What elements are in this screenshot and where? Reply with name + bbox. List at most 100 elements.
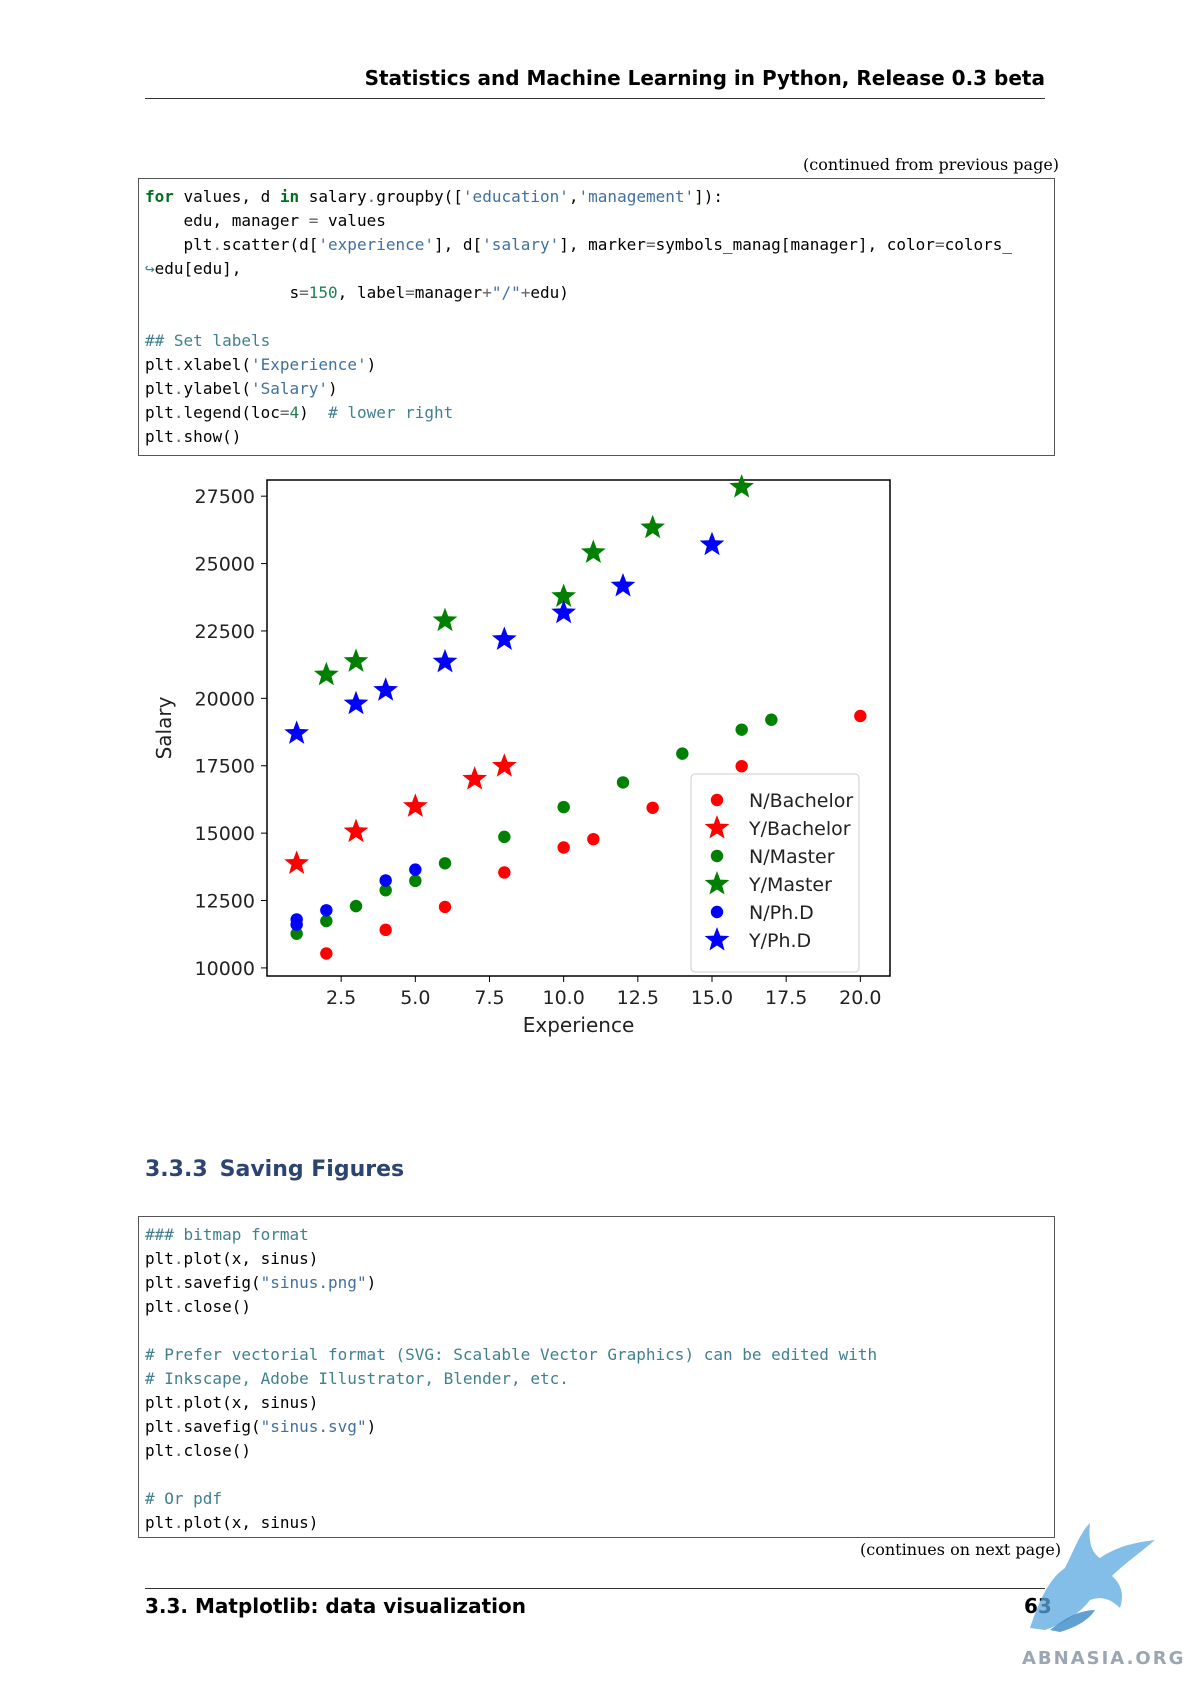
header-rule: [145, 98, 1045, 99]
code-line: plt.savefig("sinus.svg"): [145, 1417, 377, 1436]
y-tick-label: 10000: [195, 958, 255, 980]
legend-marker: [710, 849, 724, 863]
footer-rule: [145, 1588, 1045, 1589]
x-tick-label: 15.0: [691, 987, 733, 1009]
data-point: [616, 776, 630, 789]
data-point: [676, 747, 689, 760]
data-point: [610, 572, 636, 597]
code-listing: for values, d in salary.groupby(['educat…: [145, 185, 1054, 449]
legend-label: N/Bachelor: [749, 790, 853, 812]
data-point: [551, 599, 577, 624]
x-tick-label: 20.0: [839, 987, 881, 1009]
code-line: ↪edu[edu],: [145, 259, 242, 278]
data-point: [699, 531, 725, 556]
code-line: ### bitmap format: [145, 1225, 309, 1244]
data-point: [290, 927, 303, 940]
code-line: # Prefer vectorial format (SVG: Scalable…: [145, 1345, 878, 1364]
data-point: [379, 883, 392, 897]
data-point: [729, 474, 755, 498]
legend-label: Y/Ph.D: [748, 930, 811, 952]
data-point: [373, 677, 399, 701]
code-line: plt.ylabel('Salary'): [145, 379, 338, 398]
data-point: [580, 539, 606, 564]
legend-marker: [704, 871, 730, 895]
x-tick-label: 17.5: [765, 987, 807, 1009]
data-point: [462, 766, 488, 790]
legend-label: N/Master: [749, 846, 835, 868]
data-point: [765, 713, 778, 726]
data-point: [349, 899, 363, 913]
code-line: edu, manager = values: [145, 211, 386, 230]
data-point: [320, 947, 333, 960]
y-tick-label: 27500: [195, 486, 255, 508]
code-line: plt.close(): [145, 1297, 251, 1316]
code-line: # Or pdf: [145, 1489, 223, 1508]
continued-note: (continued from previous page): [803, 155, 1060, 174]
code-line: s=150, label=manager+"/"+edu): [145, 283, 569, 302]
y-tick-label: 12500: [195, 891, 255, 913]
data-point: [402, 793, 428, 817]
code-line: plt.savefig("sinus.png"): [145, 1273, 377, 1292]
section-title: Saving Figures: [219, 1157, 405, 1182]
watermark-bird-logo: [1030, 1523, 1155, 1632]
y-tick-label: 25000: [195, 554, 255, 576]
x-axis-label: Experience: [523, 1013, 635, 1037]
data-point: [320, 904, 333, 917]
data-point: [646, 801, 659, 814]
data-point: [432, 607, 458, 632]
legend-marker: [704, 815, 730, 839]
continues-note: (continues on next page): [860, 1540, 1062, 1559]
data-point: [498, 866, 511, 879]
legend-marker: [710, 793, 724, 807]
data-point: [438, 857, 452, 870]
code-line: plt.scatter(d['experience'], d['salary']…: [145, 235, 1013, 254]
data-point: [491, 626, 517, 650]
data-point: [640, 514, 666, 539]
legend-label: Y/Master: [748, 874, 832, 896]
data-point: [491, 753, 517, 777]
data-point: [290, 913, 303, 926]
code-line: plt.legend(loc=4) # lower right: [145, 403, 454, 422]
scatter-chart: 2.5 5.0 7.5 10.0 12.5 15.0 17.5 20.0 10000 12500 1…: [152, 474, 891, 1037]
data-point: [557, 841, 570, 854]
legend-label: N/Ph.D: [749, 902, 814, 924]
data-point: [735, 723, 748, 736]
code-line: ## Set labels: [145, 331, 271, 350]
code-line: plt.close(): [145, 1441, 251, 1460]
y-axis-label: Salary: [152, 696, 176, 759]
section-number: 3.3.3: [145, 1157, 208, 1182]
data-point: [432, 648, 458, 673]
y-tick-label: 20000: [195, 688, 255, 710]
code-line: plt.plot(x, sinus): [145, 1249, 319, 1268]
data-point: [557, 800, 570, 814]
x-tick-label: 2.5: [326, 987, 356, 1009]
data-point: [587, 832, 600, 846]
y-tick-label: 22500: [195, 621, 255, 643]
y-tick-label: 15000: [195, 823, 255, 845]
legend-marker: [710, 905, 724, 919]
data-point: [313, 661, 339, 686]
data-point: [284, 720, 310, 744]
code-line: # Inkscape, Adobe Illustrator, Blender, …: [145, 1369, 569, 1388]
running-header: Statistics and Machine Learning in Pytho…: [364, 66, 1045, 90]
x-tick-label: 7.5: [474, 987, 504, 1009]
legend-label: Y/Bachelor: [748, 818, 851, 840]
data-point: [551, 583, 577, 607]
watermark-text: ABNASIA.ORG: [1022, 1648, 1186, 1669]
x-tick-label: 12.5: [617, 987, 659, 1009]
x-tick-label: 10.0: [543, 987, 585, 1009]
data-point: [854, 709, 867, 723]
code-line: plt.xlabel('Experience'): [145, 355, 377, 374]
data-point: [284, 850, 310, 874]
data-point: [409, 874, 422, 888]
data-point: [343, 648, 369, 672]
footer-section-label: 3.3. Matplotlib: data visualization: [145, 1594, 527, 1618]
code-block-savefig: ### bitmap format plt.plot(x, sinus) plt…: [138, 1216, 1055, 1538]
code-line: for values, d in salary.groupby(['educat…: [145, 187, 724, 206]
code-block-scatter: for values, d in salary.groupby(['educat…: [138, 178, 1055, 456]
data-point: [438, 900, 452, 914]
data-point: [320, 914, 333, 928]
x-tick-label: 5.0: [400, 987, 430, 1009]
data-point: [343, 690, 369, 715]
data-point: [409, 863, 422, 876]
